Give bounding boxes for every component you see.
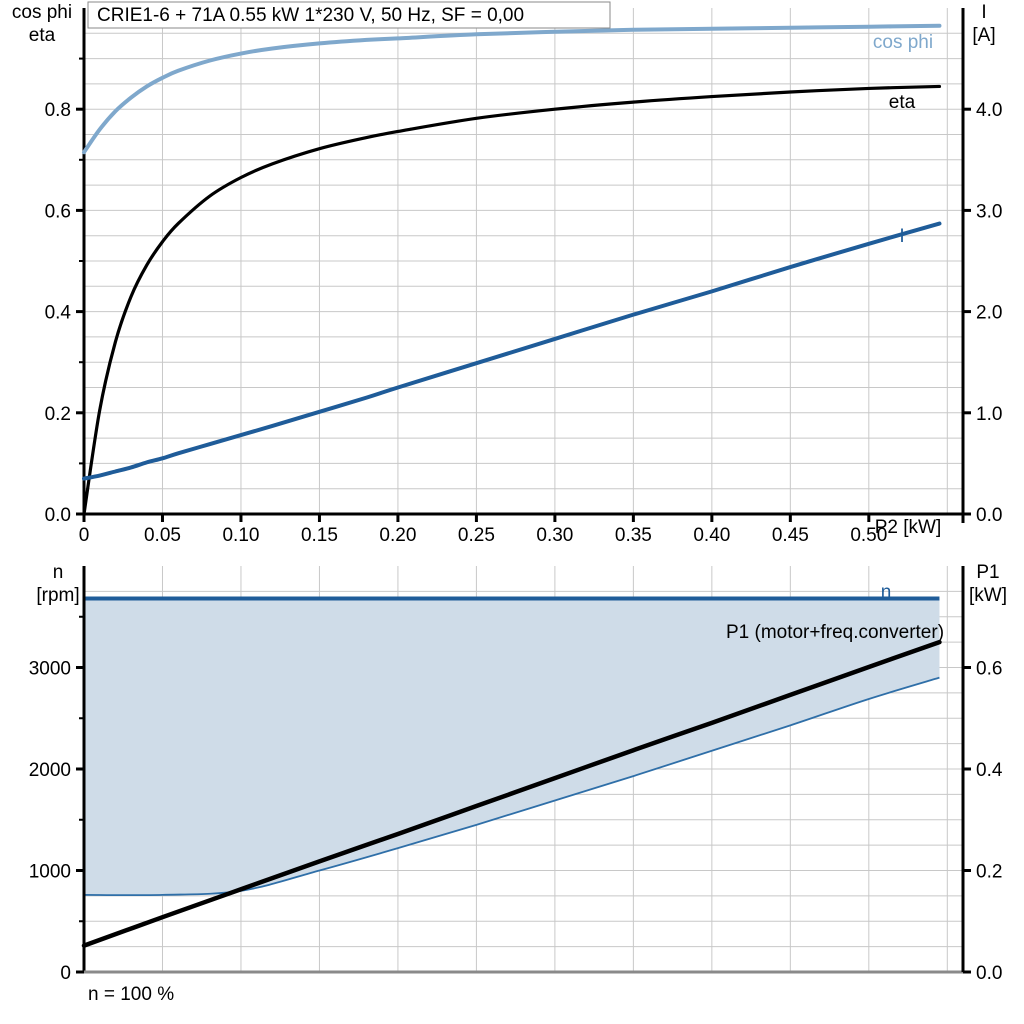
top-chart-tick-labels: 0.0 0.2 0.4 0.6 0.8 0.0 1.0 2.0 3.0 4.0 0 0.05 0.10 0… (45, 100, 1003, 546)
top-x-tick-label: 0.40 (693, 525, 730, 546)
bottom-left-tick-label: 0 (60, 963, 71, 984)
footnote-text: n = 100 % (88, 984, 174, 1005)
top-x-tick-label: 0.30 (536, 525, 573, 546)
top-right-tick-label: 2.0 (976, 303, 1002, 324)
bottom-right-tick-label: 0.0 (976, 963, 1002, 984)
cos-phi-curve-label: cos phi (873, 32, 933, 53)
curve-eta (84, 86, 939, 514)
power-curve-label: P1 (motor+freq.converter) (726, 622, 944, 643)
top-right-axis-title-line2: [A] (972, 25, 995, 46)
top-left-tick-label: 0.2 (45, 404, 71, 425)
chart-title: CRIE1-6 + 71A 0.55 kW 1*230 V, 50 Hz, SF… (97, 5, 524, 26)
top-chart: 0.0 0.2 0.4 0.6 0.8 0.0 1.0 2.0 3.0 4.0 0 0.05 0.10 0… (12, 2, 1003, 546)
top-left-tick-label: 0.8 (45, 100, 71, 121)
top-x-tick-label: 0.20 (379, 525, 416, 546)
bottom-left-tick-label: 3000 (29, 659, 71, 680)
top-right-axis-title-line1: I (981, 2, 986, 23)
top-x-tick-label: 0.35 (615, 525, 652, 546)
top-right-tick-label: 3.0 (976, 201, 1002, 222)
current-curve-label: I (899, 226, 904, 247)
bottom-left-axis-title-line2: [rpm] (36, 585, 79, 606)
eta-curve-label: eta (889, 92, 916, 113)
top-x-tick-label: 0 (79, 525, 90, 546)
bottom-right-axis-title-line1: P1 (976, 562, 999, 583)
top-x-tick-label: 0.05 (144, 525, 181, 546)
top-chart-ticks (76, 59, 971, 523)
top-x-tick-label: 0.15 (301, 525, 338, 546)
chart-page: 0.0 0.2 0.4 0.6 0.8 0.0 1.0 2.0 3.0 4.0 0 0.05 0.10 0… (0, 0, 1024, 1024)
top-x-axis-title: P2 [kW] (875, 517, 942, 538)
curve-cos-phi (84, 26, 939, 153)
bottom-left-axis-title-line1: n (53, 562, 64, 583)
bottom-right-axis-title-line2: [kW] (969, 585, 1007, 606)
top-left-axis-title-line2: eta (29, 25, 56, 46)
bottom-right-tick-label: 0.4 (976, 760, 1003, 781)
bottom-right-tick-label: 0.6 (976, 659, 1002, 680)
top-x-tick-label: 0.45 (772, 525, 809, 546)
top-chart-curves (84, 26, 939, 514)
top-right-tick-label: 0.0 (976, 505, 1002, 526)
bottom-chart: 0 1000 2000 3000 0.0 0.2 0.4 0.6 n [rpm] P1 [kW… (29, 562, 1007, 1005)
curve-i (84, 224, 939, 479)
top-right-tick-label: 1.0 (976, 404, 1002, 425)
top-chart-gridlines (84, 8, 963, 514)
top-left-tick-label: 0.4 (45, 303, 72, 324)
speed-curve-label: n (881, 582, 892, 603)
bottom-right-tick-label: 0.2 (976, 862, 1002, 883)
bottom-left-tick-label: 2000 (29, 760, 71, 781)
bottom-left-tick-label: 1000 (29, 862, 71, 883)
performance-curves-figure: 0.0 0.2 0.4 0.6 0.8 0.0 1.0 2.0 3.0 4.0 0 0.05 0.10 0… (0, 0, 1024, 1024)
top-right-tick-label: 4.0 (976, 100, 1002, 121)
top-left-tick-label: 0.0 (45, 505, 71, 526)
top-x-tick-label: 0.10 (222, 525, 259, 546)
top-x-tick-label: 0.25 (458, 525, 495, 546)
top-left-tick-label: 0.6 (45, 201, 71, 222)
top-left-axis-title-line1: cos phi (12, 2, 72, 23)
